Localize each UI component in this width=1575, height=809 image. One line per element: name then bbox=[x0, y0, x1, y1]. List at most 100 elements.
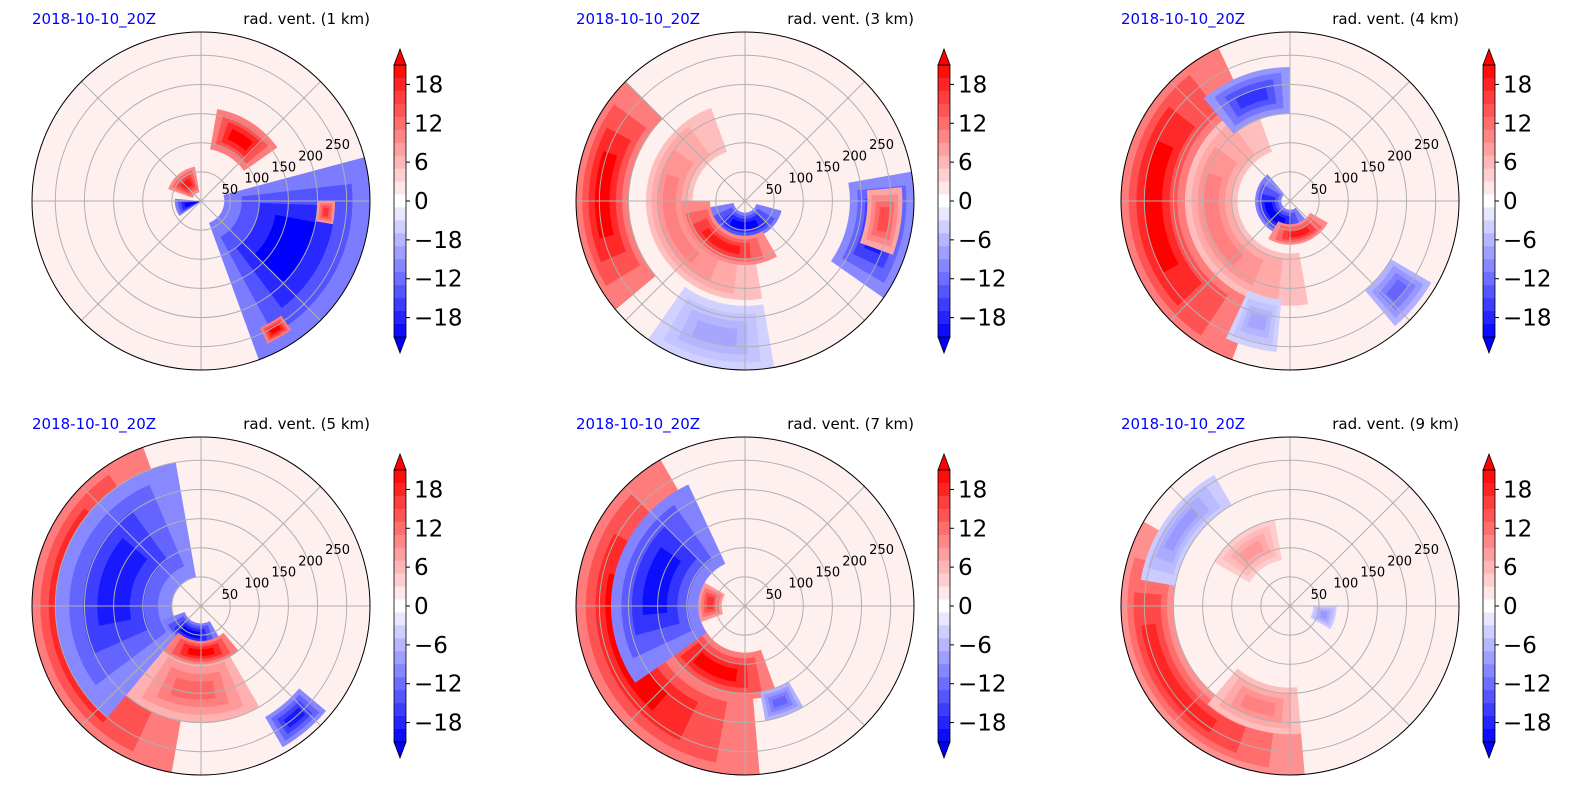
colorbar-segment bbox=[1483, 586, 1495, 601]
colorbar-segment bbox=[1483, 495, 1495, 510]
velocity-region bbox=[1164, 507, 1199, 552]
colorbar-segment bbox=[394, 155, 406, 170]
colorbar-tick-label: −18 bbox=[1503, 306, 1552, 332]
azimuth-spoke bbox=[81, 81, 202, 202]
colorbar-tick-label: 12 bbox=[1503, 111, 1532, 137]
colorbar-segment bbox=[938, 612, 950, 626]
colorbar-segment bbox=[938, 651, 950, 665]
velocity-region bbox=[180, 625, 201, 639]
range-tick-label: 100 bbox=[244, 577, 269, 592]
colorbar-segment bbox=[938, 716, 950, 730]
colorbar-segment bbox=[394, 547, 406, 562]
colorbar-segment bbox=[1483, 233, 1495, 247]
colorbar-segment bbox=[394, 116, 406, 131]
range-tick-label: 50 bbox=[766, 588, 783, 603]
range-tick-label: 200 bbox=[842, 149, 867, 164]
colorbar-tick-label: 6 bbox=[1503, 555, 1518, 581]
range-tick-label: 250 bbox=[1414, 138, 1439, 153]
panel-time-label: 2018-10-10_20Z bbox=[1121, 10, 1245, 29]
azimuth-spoke bbox=[1289, 486, 1410, 607]
colorbar-segment bbox=[1483, 547, 1495, 562]
range-tick-label: 250 bbox=[325, 543, 350, 558]
colorbar-extend-min bbox=[393, 336, 407, 355]
range-tick-label: 50 bbox=[1311, 588, 1328, 603]
colorbar-segment bbox=[938, 573, 950, 588]
azimuth-spoke bbox=[200, 200, 321, 321]
azimuth-spoke bbox=[200, 81, 321, 202]
colorbar-segment bbox=[1483, 703, 1495, 717]
colorbar-tick-label: −18 bbox=[1503, 711, 1552, 737]
colorbar-segment bbox=[1483, 560, 1495, 575]
colorbar-segment bbox=[394, 599, 406, 613]
colorbar-segment bbox=[394, 521, 406, 536]
colorbar-tick-label: −18 bbox=[414, 306, 463, 332]
azimuth-spoke bbox=[744, 81, 865, 202]
colorbar-tick-label: 18 bbox=[958, 477, 987, 503]
colorbar-segment bbox=[1483, 470, 1495, 484]
colorbar-tick-label: −18 bbox=[414, 711, 463, 737]
colorbar-tick-label: 0 bbox=[1503, 189, 1518, 215]
velocity-region bbox=[706, 596, 715, 610]
velocity-region bbox=[1144, 140, 1179, 273]
velocity-region bbox=[1133, 592, 1246, 753]
colorbar-segment bbox=[1483, 90, 1495, 105]
colorbar-segment bbox=[394, 181, 406, 196]
velocity-region bbox=[184, 201, 201, 208]
panel-time-label: 2018-10-10_20Z bbox=[1121, 415, 1245, 434]
polar-frame bbox=[575, 436, 915, 776]
colorbar-segment bbox=[1483, 599, 1495, 613]
colorbar: 18 12 6 0 −6 −12 −18 bbox=[1482, 47, 1552, 355]
colorbar-segment bbox=[938, 625, 950, 639]
colorbar-tick-label: −6 bbox=[958, 633, 992, 659]
colorbar-tick-label: −6 bbox=[1503, 228, 1537, 254]
colorbar-segment bbox=[394, 482, 406, 497]
colorbar-segment bbox=[938, 298, 950, 312]
azimuth-spoke bbox=[1170, 486, 1291, 607]
azimuth-spoke bbox=[1170, 81, 1291, 202]
panel-time-label: 2018-10-10_20Z bbox=[32, 10, 156, 29]
colorbar-segment bbox=[938, 65, 950, 79]
colorbar-tick-label: 6 bbox=[414, 555, 429, 581]
polar-frame bbox=[31, 31, 371, 371]
colorbar-segment bbox=[938, 495, 950, 510]
velocity-region bbox=[322, 207, 329, 217]
colorbar-segment bbox=[394, 534, 406, 549]
colorbar-segment bbox=[938, 155, 950, 170]
colorbar-segment bbox=[1483, 716, 1495, 730]
velocity-region bbox=[876, 206, 890, 233]
colorbar-extend-max bbox=[393, 452, 407, 471]
colorbar-segment bbox=[938, 703, 950, 717]
colorbar-segment bbox=[1483, 129, 1495, 144]
range-tick-label: 150 bbox=[271, 566, 296, 581]
colorbar-segment bbox=[938, 77, 950, 92]
range-tick-label: 150 bbox=[271, 161, 296, 176]
field-layer bbox=[1121, 474, 1337, 775]
velocity-region bbox=[1319, 610, 1328, 620]
colorbar-tick-label: 6 bbox=[958, 150, 973, 176]
colorbar-segment bbox=[394, 470, 406, 484]
colorbar-segment bbox=[394, 573, 406, 588]
colorbar: 18 12 6 0 −6 −12 −18 bbox=[393, 452, 463, 760]
colorbar-tick-label: −12 bbox=[1503, 267, 1552, 293]
velocity-region bbox=[1203, 172, 1244, 266]
velocity-region bbox=[692, 652, 738, 682]
colorbar-segment bbox=[1483, 664, 1495, 678]
colorbar-tick-label: 12 bbox=[414, 516, 443, 542]
colorbar-segment bbox=[938, 233, 950, 247]
colorbar-segment bbox=[938, 638, 950, 652]
panel-field-label: rad. vent. (3 km) bbox=[787, 10, 914, 28]
azimuth-spoke bbox=[744, 605, 865, 726]
colorbar-segment bbox=[394, 207, 406, 221]
colorbar-segment bbox=[938, 677, 950, 691]
colorbar-tick-label: 12 bbox=[414, 111, 443, 137]
velocity-region bbox=[1234, 86, 1269, 109]
colorbar-segment bbox=[394, 586, 406, 601]
colorbar-segment bbox=[394, 638, 406, 652]
colorbar-segment bbox=[938, 259, 950, 273]
colorbar-segment bbox=[394, 625, 406, 639]
colorbar-segment bbox=[1483, 534, 1495, 549]
colorbar-segment bbox=[938, 690, 950, 704]
